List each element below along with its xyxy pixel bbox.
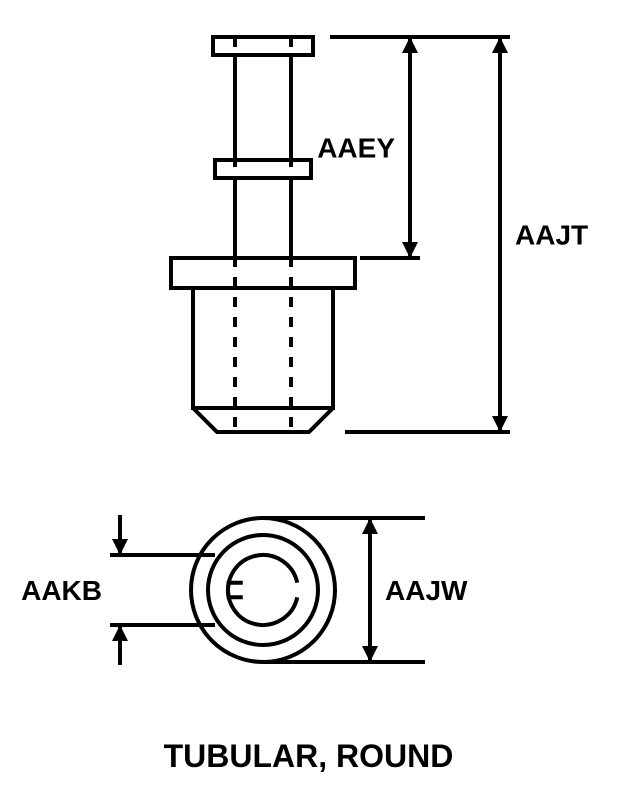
- label-aaey: AAEY: [317, 133, 395, 164]
- label-aajt: AAJT: [515, 220, 588, 251]
- diagram-svg: AAEY AAJT AAJW AAKB: [0, 0, 617, 805]
- diagram-canvas: AAEY AAJT AAJW AAKB TUBULAR, ROUND: [0, 0, 617, 805]
- caption: TUBULAR, ROUND: [0, 738, 617, 775]
- endview-outer-circle: [191, 518, 335, 662]
- label-aakb: AAKB: [21, 575, 102, 606]
- label-aajw: AAJW: [385, 575, 468, 606]
- endview-mid-circle: [208, 535, 318, 645]
